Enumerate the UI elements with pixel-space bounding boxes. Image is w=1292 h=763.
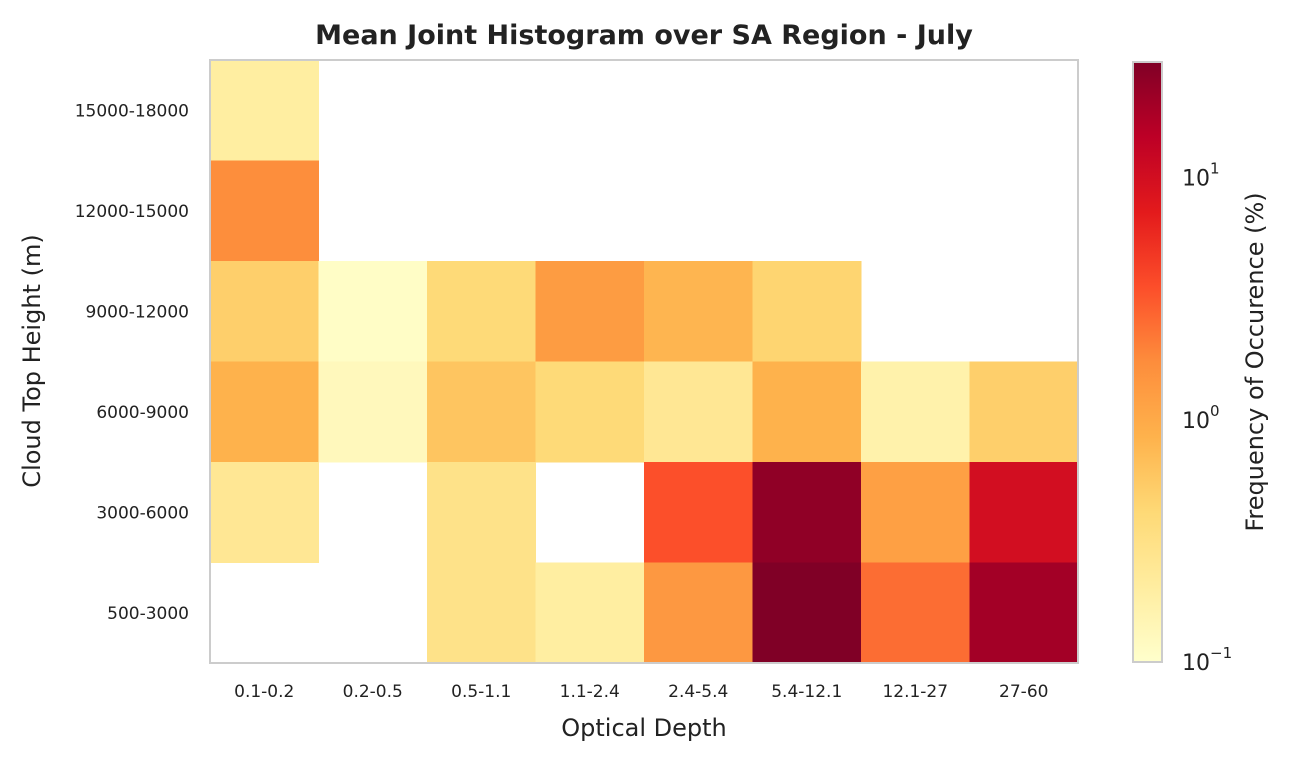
heatmap-cell — [752, 462, 862, 563]
x-tick-label: 12.1-27 — [882, 682, 948, 702]
heatmap-cell — [427, 562, 536, 664]
heatmap-cell — [861, 462, 970, 563]
colorbar-tick-label: 101 — [1182, 160, 1220, 192]
heatmap-cell — [318, 261, 428, 362]
heatmap-cell — [752, 361, 862, 463]
heatmap-cell — [535, 361, 645, 463]
y-tick-labels: 15000-18000 12000-15000 9000-12000 6000-900… — [75, 101, 189, 624]
x-tick-label: 0.5-1.1 — [451, 682, 511, 702]
heatmap-cell — [861, 562, 970, 664]
heatmap-cell — [861, 361, 970, 463]
y-tick-label: 15000-18000 — [75, 101, 189, 121]
heatmap-cell — [318, 361, 428, 463]
x-tick-label: 0.2-0.5 — [343, 682, 403, 702]
plot-frame — [209, 59, 1079, 664]
x-tick-label: 1.1-2.4 — [560, 682, 620, 702]
heatmap-cell — [210, 160, 319, 262]
y-tick-label: 6000-9000 — [96, 403, 189, 423]
heatmap-cell — [752, 562, 862, 664]
heatmap-cell — [210, 60, 319, 161]
x-tick-labels: 0.1-0.2 0.2-0.5 0.5-1.1 1.1-2.4 2.4-5.4 5.4-1… — [234, 682, 1048, 702]
colorbar-frame — [1132, 61, 1163, 663]
y-axis-label: Cloud Top Height (m) — [18, 234, 46, 487]
heatmap-cell — [969, 361, 1079, 463]
y-tick-label: 500-3000 — [107, 604, 189, 624]
colorbar-tick-labels: 10−1 100 101 — [1182, 160, 1232, 676]
x-axis-label: Optical Depth — [561, 714, 727, 742]
heatmap-cell — [210, 462, 319, 563]
heatmap-cell — [644, 462, 753, 563]
heatmap-cells — [210, 60, 1079, 664]
heatmap-cell — [535, 562, 645, 664]
colorbar — [1133, 62, 1162, 662]
x-tick-label: 5.4-12.1 — [771, 682, 842, 702]
heatmap-cell — [752, 261, 862, 362]
heatmap-cell — [427, 361, 536, 463]
chart-title: Mean Joint Histogram over SA Region - Ju… — [315, 20, 973, 51]
colorbar-label: Frequency of Occurence (%) — [1241, 192, 1269, 531]
heatmap-cell — [427, 261, 536, 362]
heatmap-cell — [210, 261, 319, 362]
heatmap-cell — [644, 562, 753, 664]
y-tick-label: 9000-12000 — [86, 302, 189, 322]
colorbar-tick-label: 10−1 — [1182, 644, 1232, 676]
heatmap-cell — [644, 361, 753, 463]
heatmap-cell — [644, 261, 753, 362]
heatmap-cell — [969, 462, 1079, 563]
y-tick-label: 3000-6000 — [96, 503, 189, 523]
colorbar-tick-label: 100 — [1182, 402, 1220, 434]
x-tick-label: 2.4-5.4 — [668, 682, 728, 702]
x-tick-label: 0.1-0.2 — [234, 682, 294, 702]
heatmap-cell — [969, 562, 1079, 664]
heatmap-cell — [210, 361, 319, 463]
x-tick-label: 27-60 — [999, 682, 1048, 702]
heatmap-cell — [427, 462, 536, 563]
heatmap-cell — [535, 261, 645, 362]
y-tick-label: 12000-15000 — [75, 202, 189, 222]
